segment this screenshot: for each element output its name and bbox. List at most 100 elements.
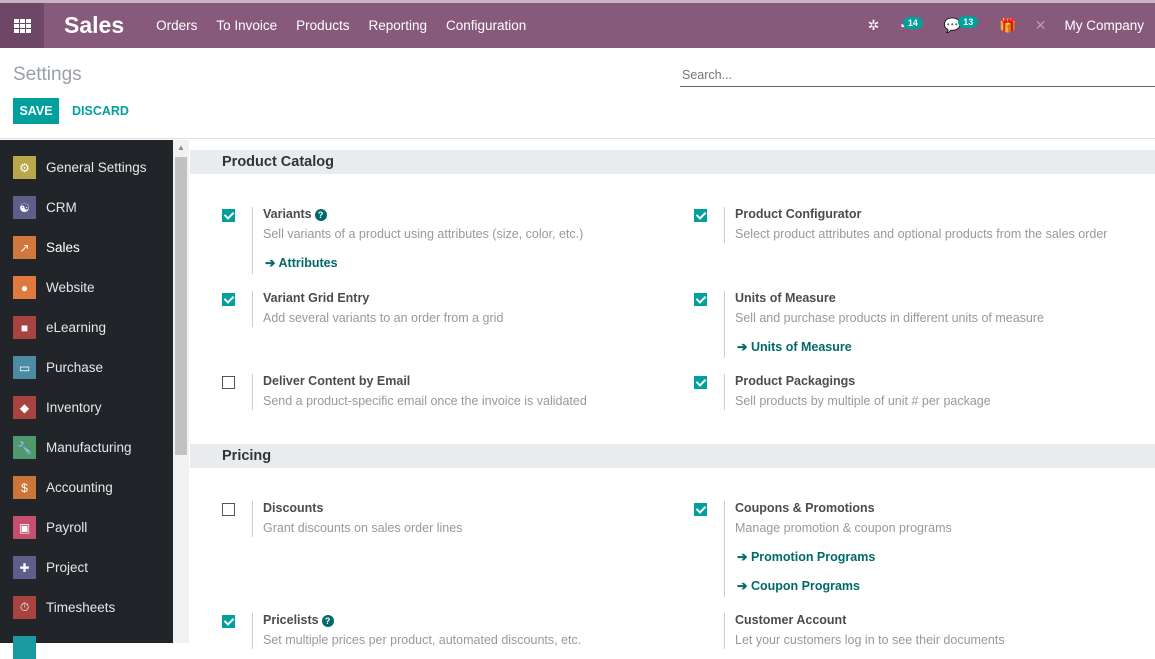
setting-description: Manage promotion & coupon programs: [735, 521, 952, 535]
sidebar-item-website[interactable]: ● Website: [13, 276, 95, 299]
help-icon[interactable]: ?: [314, 209, 327, 221]
sidebar-item-manufacturing[interactable]: 🔧 Manufacturing: [13, 436, 132, 459]
grid-icon: [13, 18, 31, 33]
link-label: Coupon Programs: [750, 579, 861, 593]
scroll-up-icon[interactable]: ▲: [177, 143, 185, 152]
setting-checkbox[interactable]: [222, 503, 235, 516]
setting-title: Coupons & Promotions: [735, 501, 875, 515]
divider: [724, 207, 725, 243]
app-icon: ☯: [13, 196, 36, 219]
setting-checkbox[interactable]: [694, 209, 707, 222]
link-label: Promotion Programs: [750, 550, 876, 564]
sidebar-item-label: Manufacturing: [46, 440, 132, 455]
sidebar-item-elearning[interactable]: ■ eLearning: [13, 316, 106, 339]
setting-checkbox[interactable]: [694, 376, 707, 389]
setting-link[interactable]: ➔ Attributes: [265, 255, 338, 270]
sidebar-scrollbar[interactable]: ▲: [173, 140, 189, 643]
save-button[interactable]: SAVE: [13, 98, 59, 124]
sidebar-item-project[interactable]: ✚ Project: [13, 556, 88, 579]
setting-checkbox[interactable]: [222, 615, 235, 628]
divider: [724, 291, 725, 358]
setting-title: Discounts: [263, 501, 324, 515]
company-switcher[interactable]: My Company: [1064, 18, 1144, 33]
sidebar-item-label: Accounting: [46, 480, 113, 495]
discard-button[interactable]: DISCARD: [72, 104, 129, 118]
settings-sidebar: ⚙ General Settings ☯ CRM ↗ Sales ● Website ■ eLea…: [0, 140, 173, 659]
sidebar-item-label: Project: [46, 560, 89, 575]
sidebar-item-general-settings[interactable]: ⚙ General Settings: [13, 156, 147, 179]
sidebar-item-timesheets[interactable]: ⏱ Timesheets: [13, 596, 115, 619]
apps-menu-button[interactable]: [0, 3, 44, 48]
divider: [252, 501, 253, 537]
sidebar-item-crm[interactable]: ☯ CRM: [13, 196, 77, 219]
app-icon: ⚙: [13, 156, 36, 179]
sidebar-item-label: Inventory: [46, 400, 102, 415]
activity-badge: 14: [902, 16, 923, 29]
divider: [724, 613, 725, 649]
setting-description: Select product attributes and optional p…: [735, 227, 1108, 241]
setting-title: Product Packagings: [735, 374, 856, 388]
scrollbar-thumb[interactable]: [175, 157, 187, 455]
divider: [252, 207, 253, 274]
top-menu: Orders To Invoice Products Reporting Configu…: [156, 18, 545, 33]
sidebar-item-label: Purchase: [46, 360, 104, 375]
chat-icon: 💬: [943, 17, 962, 33]
app-title[interactable]: Sales: [64, 12, 125, 38]
app-icon: ⏱: [13, 596, 36, 619]
setting-title: Units of Measure: [735, 291, 836, 305]
sidebar-item-purchase[interactable]: ▭ Purchase: [13, 356, 103, 379]
settings-content: Product Catalog Variants? Sell variants of…: [190, 140, 1155, 649]
menu-item-to-invoice[interactable]: To Invoice: [216, 18, 278, 33]
sidebar-item-label: Sales: [46, 240, 80, 255]
setting-checkbox[interactable]: [222, 209, 235, 222]
sidebar-item-label: CRM: [46, 200, 77, 215]
help-icon[interactable]: ?: [321, 615, 334, 627]
setting-description: Sell and purchase products in different …: [735, 311, 1044, 325]
setting-description: Add several variants to an order from a …: [263, 311, 504, 325]
activity-button[interactable]: ◔ 14: [897, 16, 925, 34]
setting-checkbox[interactable]: [694, 293, 707, 306]
app-icon: ↗: [13, 236, 36, 259]
section-header: Product Catalog: [190, 150, 1155, 174]
divider: [252, 291, 253, 327]
menu-item-reporting[interactable]: Reporting: [368, 18, 427, 33]
sidebar-item-accounting[interactable]: $ Accounting: [13, 476, 113, 499]
sidebar-item-payroll[interactable]: ▣ Payroll: [13, 516, 87, 539]
setting-link[interactable]: ➔ Promotion Programs: [737, 549, 875, 564]
sidebar-item-label: Payroll: [46, 520, 88, 535]
sidebar-item-sales[interactable]: ↗ Sales: [13, 236, 80, 259]
setting-description: Set multiple prices per product, automat…: [263, 633, 582, 647]
app-icon: ✚: [13, 556, 36, 579]
arrow-right-icon: ➔: [737, 340, 748, 354]
sidebar-item-label: Timesheets: [46, 600, 116, 615]
bug-icon[interactable]: ✲: [867, 17, 880, 33]
app-icon: 🔧: [13, 436, 36, 459]
setting-checkbox[interactable]: [222, 293, 235, 306]
app-icon: $: [13, 476, 36, 499]
link-label: Attributes: [278, 256, 338, 270]
page-title: Settings: [13, 64, 82, 85]
setting-title: Variants: [263, 207, 312, 221]
setting-description: Grant discounts on sales order lines: [263, 521, 463, 535]
tools-icon[interactable]: ✕: [1034, 17, 1047, 33]
setting-link[interactable]: ➔ Units of Measure: [737, 339, 852, 354]
setting-title: Deliver Content by Email: [263, 374, 411, 388]
sidebar-item-more[interactable]: [13, 636, 46, 659]
sidebar-item-label: General Settings: [46, 160, 147, 175]
sidebar-item-label: eLearning: [46, 320, 107, 335]
search-input[interactable]: [680, 63, 1155, 87]
menu-item-configuration[interactable]: Configuration: [446, 18, 527, 33]
setting-title: Pricelists: [263, 613, 319, 627]
setting-checkbox[interactable]: [694, 503, 707, 516]
app-icon: [13, 636, 36, 659]
app-icon: ●: [13, 276, 36, 299]
divider: [724, 501, 725, 597]
menu-item-products[interactable]: Products: [296, 18, 350, 33]
gift-icon[interactable]: 🎁: [999, 17, 1017, 33]
messages-button[interactable]: 💬 13: [943, 16, 981, 34]
setting-link[interactable]: ➔ Coupon Programs: [737, 578, 860, 593]
menu-item-orders[interactable]: Orders: [156, 18, 198, 33]
sidebar-item-label: Website: [46, 280, 95, 295]
setting-checkbox[interactable]: [222, 376, 235, 389]
sidebar-item-inventory[interactable]: ◆ Inventory: [13, 396, 102, 419]
